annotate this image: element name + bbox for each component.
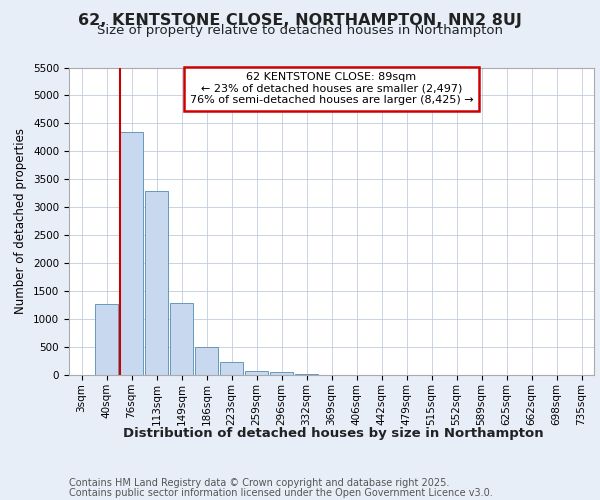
Bar bbox=[120, 132, 143, 375]
Text: 62, KENTSTONE CLOSE, NORTHAMPTON, NN2 8UJ: 62, KENTSTONE CLOSE, NORTHAMPTON, NN2 8U… bbox=[78, 12, 522, 28]
Bar bbox=[220, 362, 243, 375]
Bar bbox=[270, 372, 293, 375]
Bar bbox=[295, 374, 318, 375]
Text: Size of property relative to detached houses in Northampton: Size of property relative to detached ho… bbox=[97, 24, 503, 37]
Bar bbox=[195, 347, 218, 375]
Y-axis label: Number of detached properties: Number of detached properties bbox=[14, 128, 28, 314]
Text: Distribution of detached houses by size in Northampton: Distribution of detached houses by size … bbox=[122, 428, 544, 440]
Text: Contains public sector information licensed under the Open Government Licence v3: Contains public sector information licen… bbox=[69, 488, 493, 498]
Bar bbox=[170, 303, 193, 375]
Bar bbox=[95, 304, 118, 375]
Bar bbox=[145, 190, 168, 375]
Text: Contains HM Land Registry data © Crown copyright and database right 2025.: Contains HM Land Registry data © Crown c… bbox=[69, 478, 449, 488]
Bar bbox=[245, 370, 268, 375]
Text: 62 KENTSTONE CLOSE: 89sqm
← 23% of detached houses are smaller (2,497)
76% of se: 62 KENTSTONE CLOSE: 89sqm ← 23% of detac… bbox=[190, 72, 473, 106]
